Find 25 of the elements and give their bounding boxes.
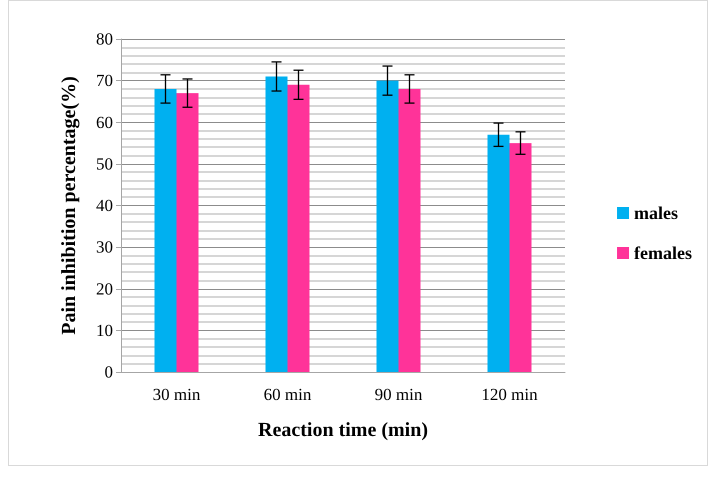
bar	[154, 88, 176, 372]
y-tick-label: 60	[96, 112, 113, 132]
x-tick-label: 90 min	[374, 385, 423, 404]
bar	[376, 80, 398, 372]
legend-label: males	[634, 203, 678, 223]
y-tick-label: 10	[96, 320, 113, 340]
legend-label: females	[634, 243, 692, 263]
y-tick-label: 20	[96, 279, 113, 298]
y-tick-label: 40	[96, 196, 113, 215]
x-tick-label: 120 min	[481, 385, 538, 404]
x-tick-label: 60 min	[264, 385, 312, 404]
bar	[266, 76, 288, 372]
y-tick-label: 70	[96, 71, 113, 90]
bar	[398, 88, 420, 372]
x-tick-label: 30 min	[152, 385, 201, 404]
y-tick-label: 50	[96, 154, 113, 174]
y-axis-title: Pain inhibition percentage(%)	[58, 76, 80, 335]
y-tick-label: 80	[96, 30, 113, 48]
bar	[288, 84, 310, 372]
x-axis-title: Reaction time (min)	[258, 419, 428, 441]
y-tick-label: 30	[96, 238, 113, 257]
bar	[510, 143, 532, 372]
bar	[488, 134, 510, 372]
bar	[176, 93, 198, 372]
y-tick-label: 0	[104, 362, 113, 382]
